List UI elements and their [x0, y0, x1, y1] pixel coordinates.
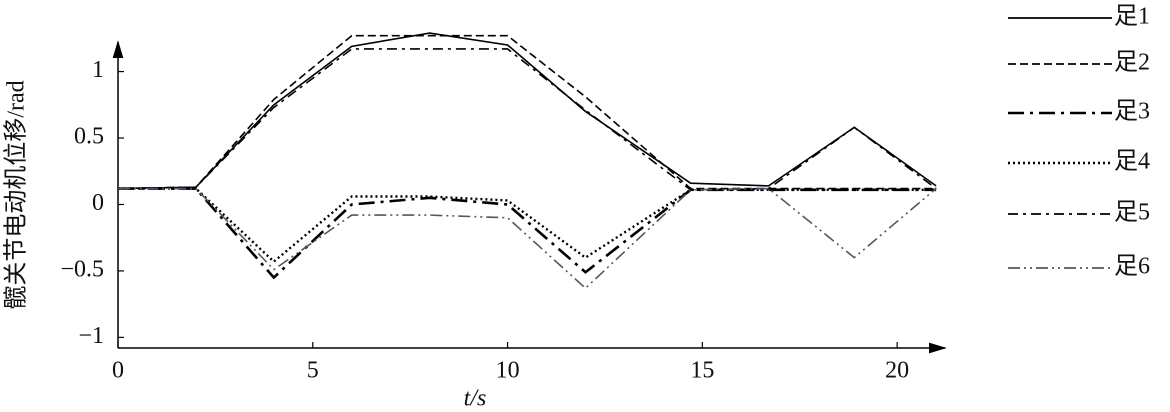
series-line	[118, 187, 937, 264]
y-tick-label: −0.5	[60, 256, 104, 282]
legend-label: 足1	[1114, 4, 1150, 30]
x-tick-label: 10	[496, 358, 520, 384]
x-tick-label: 5	[307, 358, 319, 384]
series-line	[118, 187, 937, 280]
x-tick-label: 15	[690, 358, 714, 384]
x-tick-label: 20	[885, 358, 909, 384]
legend-label: 足6	[1114, 254, 1150, 280]
y-axis-label: 髋关节电动机位移/rad	[3, 80, 30, 309]
y-tick-label: −1	[78, 323, 104, 349]
series-line	[117, 34, 937, 190]
legend-label: 足4	[1114, 149, 1150, 175]
y-tick-label: 1	[92, 57, 104, 83]
x-tick-label: 0	[112, 358, 124, 384]
legend-label: 足2	[1114, 50, 1150, 76]
series-line	[117, 32, 937, 190]
series-line	[117, 48, 937, 191]
y-tick-label: 0	[92, 190, 104, 216]
series-line	[118, 187, 937, 290]
y-tick-label: 0.5	[74, 124, 104, 150]
legend-label: 足3	[1114, 99, 1150, 125]
x-axis-label: t/s	[464, 386, 487, 412]
legend-label: 足5	[1114, 200, 1150, 226]
